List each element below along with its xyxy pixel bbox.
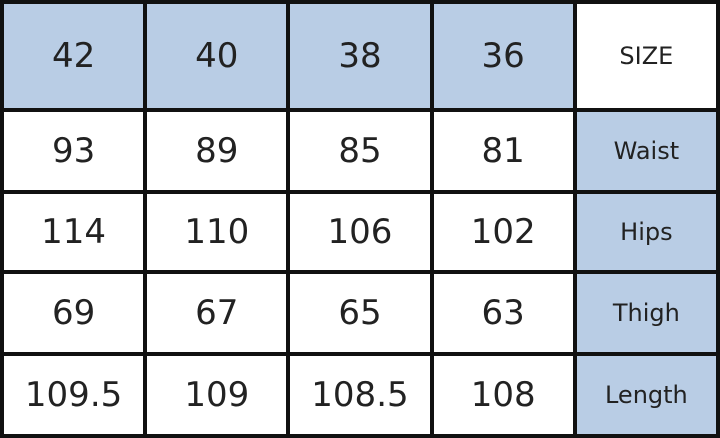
value-cell: 93 — [0, 108, 148, 194]
table-row-waist: 93 89 85 81 Waist — [0, 108, 720, 194]
value-cell: 69 — [0, 270, 148, 356]
row-label: Thigh — [572, 270, 720, 356]
table-row-thigh: 69 67 65 63 Thigh — [0, 270, 720, 356]
value-cell: 63 — [429, 270, 577, 356]
size-cell: 36 — [429, 0, 577, 112]
value-cell: 102 — [429, 190, 577, 274]
value-cell: 109 — [143, 352, 291, 438]
size-header-label: SIZE — [572, 0, 720, 112]
value-cell: 65 — [286, 270, 434, 356]
size-cell: 40 — [143, 0, 291, 112]
value-cell: 114 — [0, 190, 148, 274]
value-cell: 110 — [143, 190, 291, 274]
value-cell: 89 — [143, 108, 291, 194]
value-cell: 108.5 — [286, 352, 434, 438]
row-label: Waist — [572, 108, 720, 194]
value-cell: 81 — [429, 108, 577, 194]
row-label: Length — [572, 352, 720, 438]
size-header-row: 42 40 38 36 SIZE — [0, 0, 720, 112]
value-cell: 109.5 — [0, 352, 148, 438]
size-cell: 38 — [286, 0, 434, 112]
table-row-length: 109.5 109 108.5 108 Length — [0, 352, 720, 438]
value-cell: 106 — [286, 190, 434, 274]
table-row-hips: 114 110 106 102 Hips — [0, 190, 720, 274]
size-cell: 42 — [0, 0, 148, 112]
value-cell: 108 — [429, 352, 577, 438]
value-cell: 85 — [286, 108, 434, 194]
value-cell: 67 — [143, 270, 291, 356]
row-label: Hips — [572, 190, 720, 274]
